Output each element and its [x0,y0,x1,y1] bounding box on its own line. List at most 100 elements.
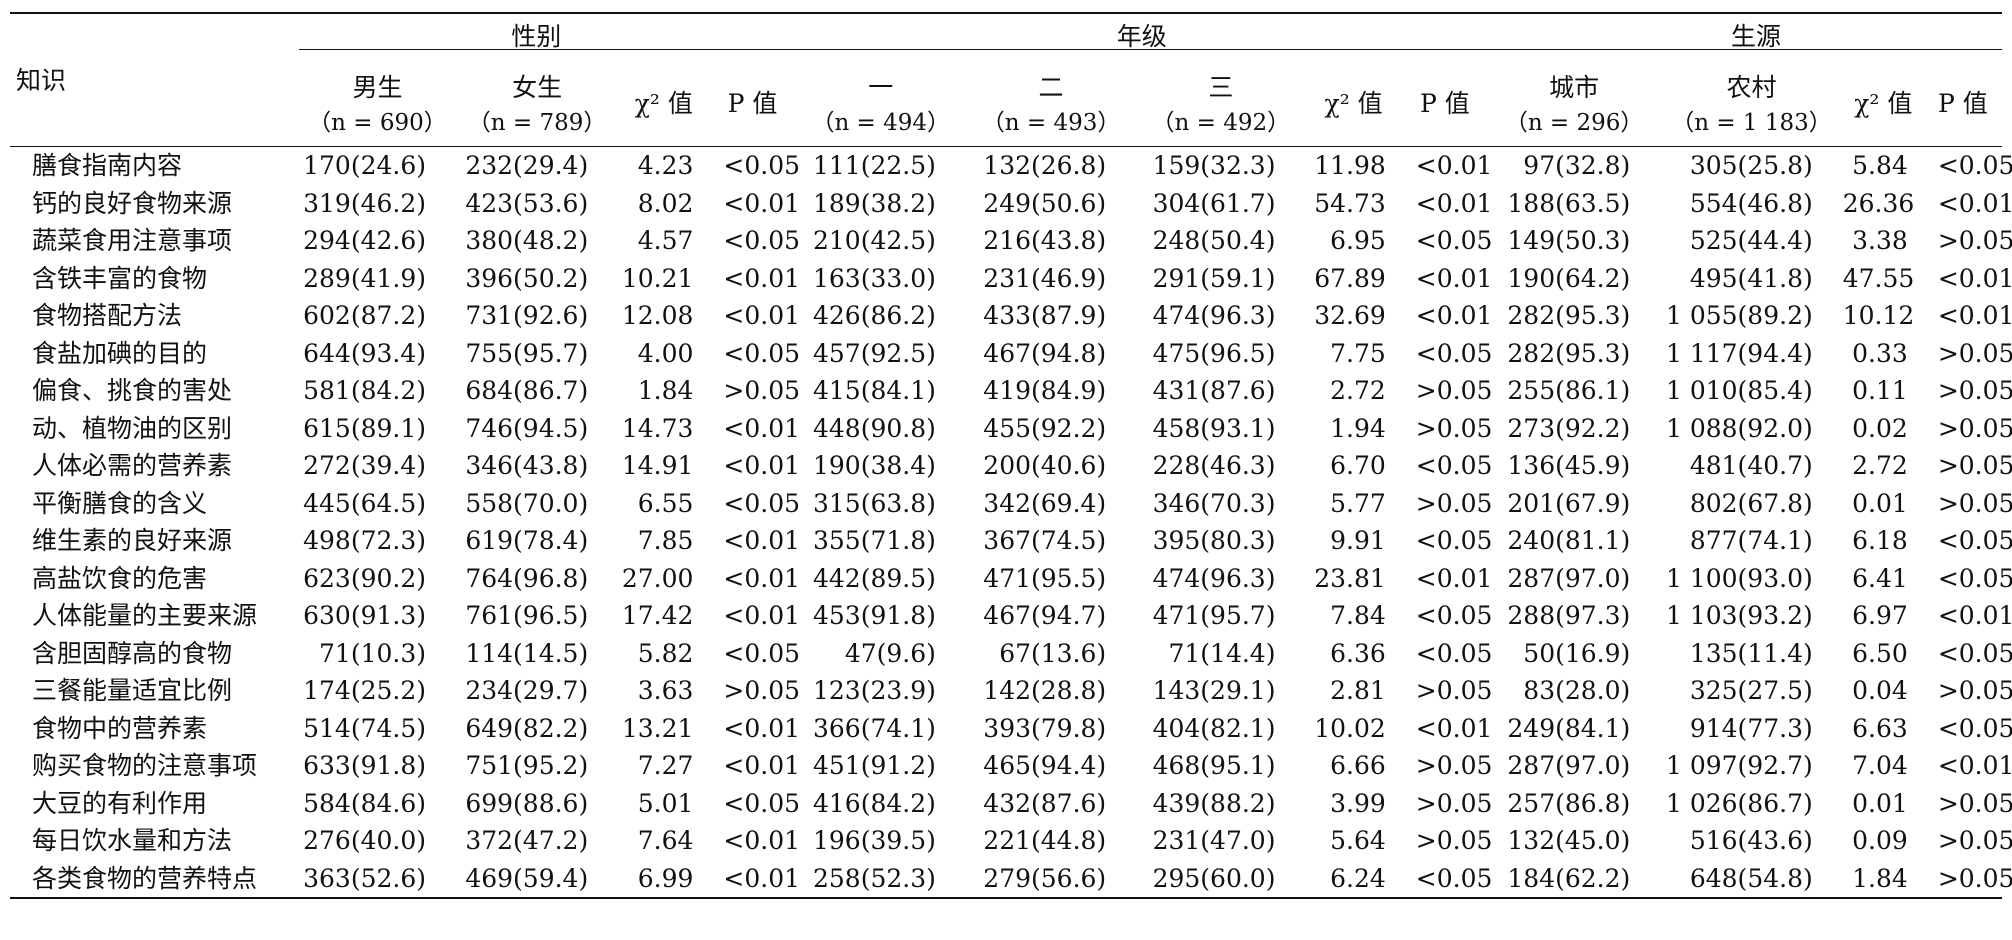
chi-grade: 2.72 [1330,376,1386,406]
p-origin: >0.05 [1937,826,2012,856]
grade3-count: 346(70.3) [1152,488,1276,518]
p-gender: <0.05 [723,638,801,668]
grade3-count: 304(61.7) [1152,188,1276,218]
chi-origin: 0.33 [1852,338,1908,368]
p-grade: <0.05 [1415,451,1493,481]
grade2-count: 67(13.6) [999,638,1107,668]
table-row: 三餐能量适宜比例 174(25.2) 234(29.7) 3.63 >0.05 123(2… [10,672,2012,710]
p-gender: <0.01 [723,601,801,631]
knowledge-item: 偏食、挑食的害处 [32,376,233,406]
p-grade: <0.05 [1415,638,1493,668]
chi-origin: 0.09 [1852,826,1908,856]
chi-origin: 47.55 [1842,263,1915,293]
grade3-count: 468(95.1) [1152,751,1276,781]
rural-count: 1 097(92.7) [1665,751,1813,781]
chi-grade: 67.89 [1314,263,1386,293]
table-row: 食物中的营养素 514(74.5) 649(82.2) 13.21 <0.01 366(7… [10,710,2012,748]
header-male: 男生 [352,73,403,102]
header-n-city: （n = 296） [1487,100,1661,147]
chi-grade: 1.94 [1330,413,1386,443]
rural-count: 1 055(89.2) [1665,301,1813,331]
header-chi-origin: χ² 值 [1842,60,1924,147]
rural-count: 1 010(85.4) [1665,376,1813,406]
chi-grade: 7.75 [1330,338,1386,368]
table-row: 购买食物的注意事项 633(91.8) 751(95.2) 7.27 <0.01 451(… [10,747,2012,785]
city-count: 288(97.3) [1507,601,1631,631]
city-count: 132(45.0) [1507,826,1631,856]
header-p-gender: P 值 [709,60,796,147]
p-origin: >0.05 [1937,413,2012,443]
chi-gender: 7.64 [637,826,694,856]
table-row: 维生素的良好来源 498(72.3) 619(78.4) 7.85 <0.01 355(7… [10,522,2012,560]
p-gender: <0.01 [723,526,801,556]
female-count: 232(29.4) [465,151,589,181]
knowledge-item: 含铁丰富的食物 [32,263,208,293]
male-count: 71(10.3) [319,638,427,668]
grade3-count: 404(82.1) [1152,713,1276,743]
p-gender: <0.01 [723,301,801,331]
chi-gender: 14.73 [621,413,694,443]
chi-gender: 13.21 [621,713,694,743]
rural-count: 305(25.8) [1689,151,1813,181]
table-row: 高盐饮食的危害 623(90.2) 764(96.8) 27.00 <0.01 442(8… [10,560,2012,598]
p-grade: >0.05 [1415,488,1493,518]
male-count: 445(64.5) [303,488,427,518]
header-chi-grade: χ² 值 [1305,60,1402,147]
chi-origin: 26.36 [1842,188,1915,218]
rural-count: 554(46.8) [1689,188,1813,218]
header-grade-group: 年级 [795,24,1488,50]
grade2-count: 367(74.5) [983,526,1107,556]
chi-grade: 5.77 [1330,488,1386,518]
male-count: 630(91.3) [303,601,427,631]
chi-origin: 1.84 [1842,859,1924,899]
chi-origin: 3.38 [1852,226,1908,256]
female-count: 751(95.2) [465,751,589,781]
chi-grade: 54.73 [1314,188,1386,218]
grade3-count: 474(96.3) [1152,301,1276,331]
knowledge-comparison-table: 知识 性别 年级 生源 男生 女生 χ² 值 P 值 一 二 三 χ² 值 P … [10,12,2012,899]
p-origin: >0.05 [1937,488,2012,518]
header-n-rural: （n = 1 183） [1660,100,1843,147]
header-grade2: 二 [1038,73,1064,102]
grade1-count: 453(91.8) [813,601,936,631]
city-count: 282(95.3) [1507,301,1631,331]
header-chi-gender: χ² 值 [618,60,710,147]
knowledge-item: 人体必需的营养素 [32,451,233,481]
grade2-count: 249(50.6) [983,188,1107,218]
p-gender: <0.01 [723,751,801,781]
rural-count: 495(41.8) [1689,263,1813,293]
rural-count: 525(44.4) [1689,226,1813,256]
chi-origin: 0.11 [1852,376,1908,406]
city-count: 273(92.2) [1507,413,1631,443]
p-gender: <0.05 [723,151,801,181]
city-count: 287(97.0) [1507,563,1631,593]
p-grade: <0.05 [1415,338,1493,368]
grade2-count: 342(69.4) [983,488,1107,518]
chi-origin: 6.50 [1852,638,1908,668]
grade2-count: 231(46.9) [983,263,1107,293]
grade2-count: 467(94.8) [983,338,1107,368]
header-gender-group: 性别 [298,24,796,50]
header-n-grade3: （n = 492） [1136,100,1306,147]
header-origin-group-cell: 生源 [1487,12,2002,60]
chi-grade: 6.70 [1330,451,1386,481]
chi-origin: 0.04 [1852,676,1908,706]
chi-origin: 7.04 [1852,751,1908,781]
rural-count: 802(67.8) [1689,488,1813,518]
grade3-count: 458(93.1) [1152,413,1276,443]
grade1-count: 448(90.8) [813,413,936,443]
grade1-count: 189(38.2) [813,188,936,218]
rural-count: 1 103(93.2) [1665,601,1813,631]
grade3-count: 231(47.0) [1152,826,1276,856]
chi-origin: 0.02 [1852,413,1908,443]
chi-grade: 7.84 [1330,601,1386,631]
city-count: 282(95.3) [1507,338,1631,368]
p-origin: <0.01 [1937,601,2012,631]
chi-gender: 10.21 [621,263,694,293]
grade1-count: 190(38.4) [813,451,936,481]
male-count: 289(41.9) [303,263,427,293]
header-n-female: （n = 789） [456,100,619,147]
knowledge-item: 维生素的良好来源 [32,526,233,556]
p-grade: <0.01 [1415,563,1493,593]
p-grade: >0.05 [1415,826,1493,856]
